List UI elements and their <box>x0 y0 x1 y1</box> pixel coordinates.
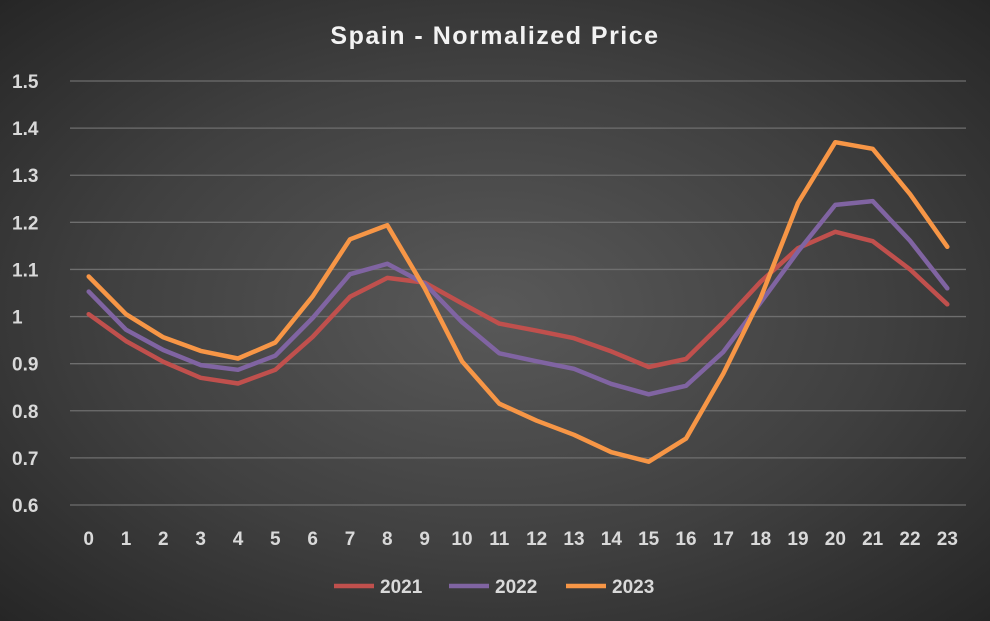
y-tick-label: 1.2 <box>12 213 38 234</box>
legend: 2021 2022 2023 <box>334 577 654 598</box>
series-line-2022 <box>86 198 950 397</box>
y-tick-label: 1.5 <box>12 72 39 93</box>
y-tick-label: 1 <box>12 308 23 329</box>
x-tick-label: 10 <box>451 529 472 550</box>
x-tick-label: 17 <box>713 529 734 550</box>
series-lines <box>86 139 950 464</box>
x-tick-label: 5 <box>270 529 281 550</box>
y-tick-label: 0.9 <box>12 355 38 376</box>
legend-label-2021: 2021 <box>380 577 423 598</box>
y-tick-label: 1.1 <box>12 260 39 281</box>
x-tick-label: 9 <box>419 529 430 550</box>
y-tick-label: 0.7 <box>12 449 38 470</box>
y-tick-label: 0.8 <box>12 402 38 423</box>
y-tick-label: 1.3 <box>12 166 38 187</box>
x-tick-label: 18 <box>750 529 771 550</box>
x-tick-label: 0 <box>83 529 94 550</box>
x-tick-label: 13 <box>563 529 584 550</box>
series-line-2021 <box>86 229 950 386</box>
x-tick-label: 7 <box>345 529 356 550</box>
x-tick-label: 14 <box>601 529 623 550</box>
x-tick-label: 3 <box>195 529 206 550</box>
x-tick-label: 8 <box>382 529 393 550</box>
x-tick-label: 1 <box>121 529 132 550</box>
x-tick-label: 15 <box>638 529 660 550</box>
y-axis-ticks: 0.6 0.7 0.8 0.9 1 1.1 1.2 1.3 1.4 1.5 <box>12 72 39 517</box>
x-tick-label: 19 <box>787 529 808 550</box>
x-axis-ticks: 0 1 2 3 4 5 6 7 8 9 10 11 12 13 14 15 16 17 18 19 20 21 22 23 <box>83 529 958 550</box>
chart-title: Spain - Normalized Price <box>330 22 659 50</box>
x-tick-label: 11 <box>489 529 510 550</box>
y-tick-label: 0.6 <box>12 496 38 517</box>
legend-label-2023: 2023 <box>612 577 654 598</box>
x-tick-label: 12 <box>526 529 547 550</box>
x-tick-label: 4 <box>233 529 244 550</box>
x-tick-label: 16 <box>675 529 696 550</box>
y-tick-label: 1.4 <box>12 119 39 140</box>
x-tick-label: 6 <box>307 529 318 550</box>
x-tick-label: 22 <box>899 529 920 550</box>
legend-label-2022: 2022 <box>495 577 537 598</box>
x-tick-label: 23 <box>937 529 958 550</box>
series-line-2023 <box>86 139 950 464</box>
x-tick-label: 20 <box>825 529 846 550</box>
gridlines <box>70 80 966 506</box>
x-tick-label: 2 <box>158 529 169 550</box>
x-tick-label: 21 <box>862 529 884 550</box>
